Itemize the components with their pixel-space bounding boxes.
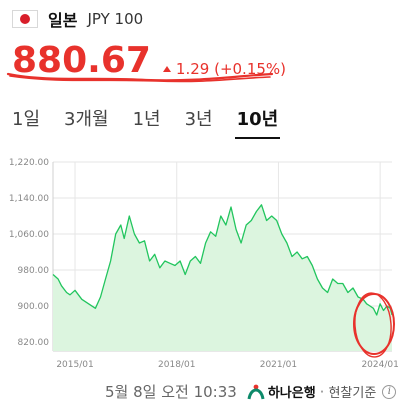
current-price: 880.67: [12, 40, 151, 81]
x-tick-label: 2024/01: [361, 360, 398, 370]
x-tick-label: 2015/01: [56, 360, 93, 370]
y-tick-label: 900.00: [18, 302, 50, 312]
separator: ·: [319, 382, 325, 401]
tab-3m[interactable]: 3개월: [64, 109, 109, 130]
footer: 5월 8일 오전 10:33 하나은행 · 현찰기준 i: [105, 381, 397, 402]
hana-bank-logo-icon: [247, 384, 265, 399]
currency-code: JPY 100: [87, 10, 144, 28]
up-arrow-icon: [162, 66, 171, 72]
price-change-value: 1.29 (+0.15%): [175, 60, 287, 78]
y-tick-label: 820.00: [18, 338, 50, 348]
japan-flag-icon: [12, 10, 38, 28]
price-change: 1.29 (+0.15%): [162, 60, 287, 78]
currency-header: 일본 JPY 100: [12, 8, 143, 30]
x-tick-label: 2021/01: [260, 360, 297, 370]
x-tick-label: 2018/01: [158, 360, 195, 370]
chart-area-fill: [53, 204, 392, 351]
info-icon[interactable]: i: [382, 384, 397, 399]
tab-3y[interactable]: 3년: [184, 109, 213, 130]
y-tick-label: 1,140.00: [9, 194, 49, 204]
bank-name: 하나은행: [267, 386, 316, 401]
rate-basis: 현찰기준: [328, 386, 377, 401]
price-row: 880.67 1.29 (+0.15%): [12, 40, 286, 81]
country-name: 일본: [48, 11, 78, 30]
tab-1y[interactable]: 1년: [132, 109, 161, 130]
y-tick-label: 1,060.00: [9, 230, 49, 240]
timestamp: 5월 8일 오전 10:33: [105, 383, 237, 401]
tab-1d[interactable]: 1일: [12, 109, 41, 130]
exchange-rate-chart[interactable]: 1,220.00 1,140.00 1,060.00 980.00 900.00 820.…: [0, 150, 400, 375]
tab-10y[interactable]: 10년: [234, 103, 281, 139]
y-tick-label: 980.00: [18, 266, 50, 276]
chart-line: [52, 204, 393, 316]
y-tick-label: 1,220.00: [9, 158, 49, 168]
red-underline-annotation: [6, 72, 274, 83]
chart-axis-labels: 1,220.00 1,140.00 1,060.00 980.00 900.00 820.…: [9, 158, 399, 370]
period-tabs: 1일 3개월 1년 3년 10년: [10, 103, 300, 139]
